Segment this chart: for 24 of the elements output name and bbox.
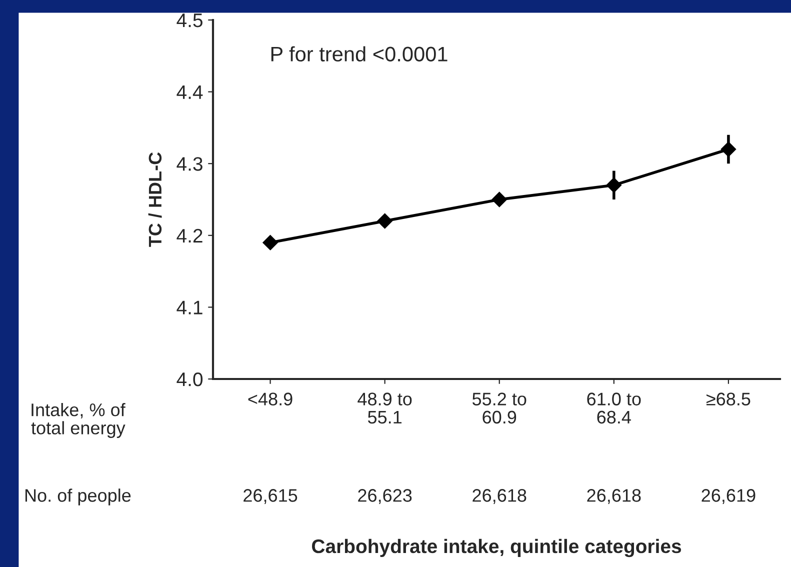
y-tick-label: 4.1 (176, 300, 202, 314)
x-tick-label: ≥68.5 (706, 392, 750, 406)
point (492, 192, 507, 208)
y-tick-label: 4.2 (176, 228, 202, 242)
y-tick-label: 4.0 (176, 372, 203, 386)
x-tick-label: 61.0 to 68.4 (587, 392, 641, 424)
y-tick-label: 4.4 (176, 85, 203, 99)
y-tick-label: 4.3 (176, 157, 202, 171)
text: No. of people (25, 488, 131, 506)
text: Intake, % of total energy (31, 403, 126, 438)
text: 26,623 (358, 489, 412, 504)
text: Carbohydrate intake, quintile categories (312, 538, 682, 558)
text: 26,618 (587, 489, 641, 504)
text: 26,618 (472, 489, 526, 504)
x-tick-label: <48.9 (248, 392, 292, 406)
point (377, 213, 392, 229)
point (262, 235, 278, 250)
text: 26,615 (244, 489, 298, 504)
x-tick-label: 55.2 to 60.9 (472, 392, 526, 424)
y-axis-title: TC / HDL-C (148, 152, 162, 247)
text: 26,619 (702, 489, 756, 504)
annotation: P for trend <0.0001 (271, 46, 448, 62)
x-tick-label: 48.9 to 55.1 (358, 392, 412, 424)
y-tick-label: 4.5 (176, 14, 202, 28)
